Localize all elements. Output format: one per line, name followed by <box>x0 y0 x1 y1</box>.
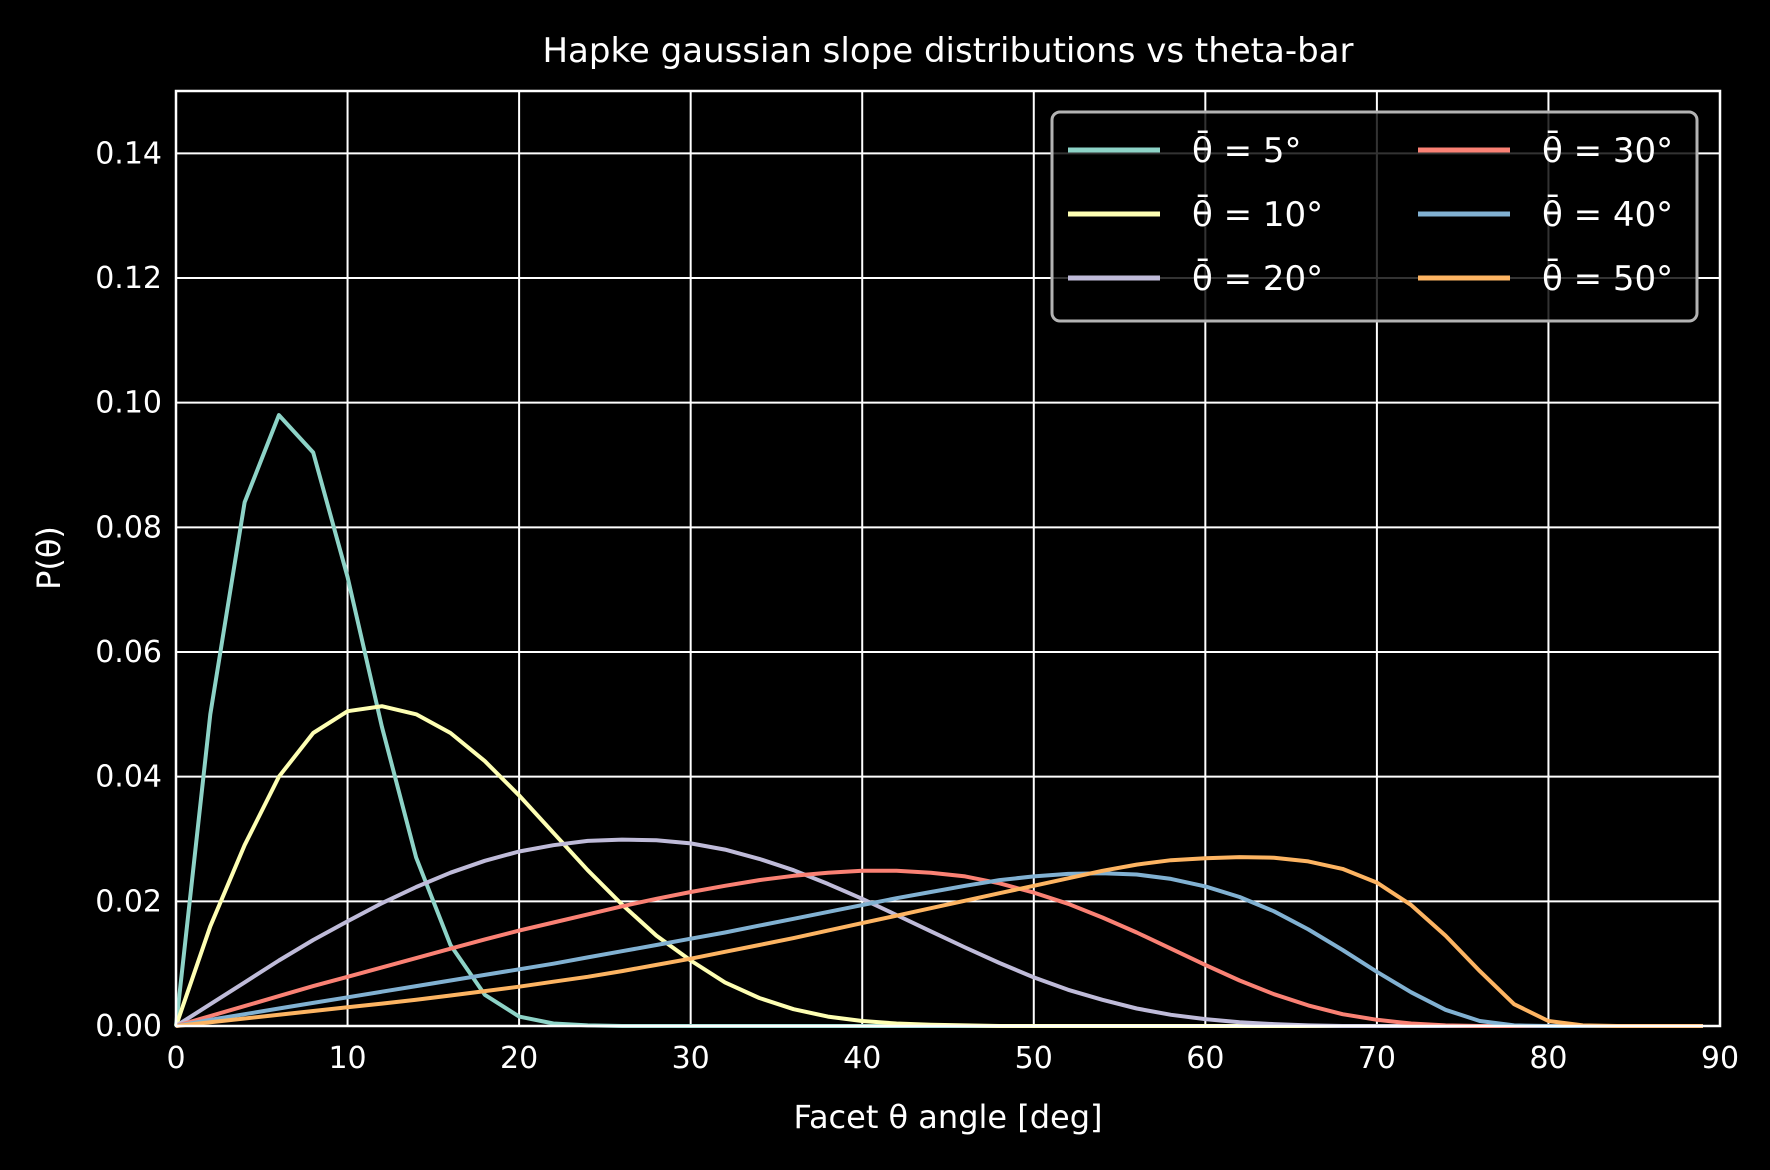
y-tick-label: 0.04 <box>95 760 162 795</box>
y-tick-label: 0.14 <box>95 136 162 171</box>
y-tick-label: 0.02 <box>95 884 162 919</box>
chart-title: Hapke gaussian slope distributions vs th… <box>542 31 1353 71</box>
x-tick-label: 90 <box>1701 1041 1739 1076</box>
series-line-5 <box>175 855 1703 1028</box>
legend-label-0: θ̄ = 5° <box>1192 130 1302 171</box>
legend: θ̄ = 5° θ̄ = 10° θ̄ = 20° θ̄ = 30° θ̄ = 40° θ… <box>1050 110 1699 323</box>
legend-label-3: θ̄ = 30° <box>1542 130 1673 171</box>
legend-label-2: θ̄ = 20° <box>1192 258 1323 299</box>
y-tick-label: 0.10 <box>95 386 162 421</box>
x-tick-label: 50 <box>1015 1041 1053 1076</box>
x-axis-label: Facet θ angle [deg] <box>793 1098 1102 1136</box>
series-line-4 <box>175 871 1703 1028</box>
y-tick-label: 0.12 <box>95 261 162 296</box>
x-tick-label: 30 <box>672 1041 710 1076</box>
x-tick-label: 20 <box>500 1041 538 1076</box>
legend-label-4: θ̄ = 40° <box>1542 194 1673 235</box>
x-axis: 0 10 20 30 40 50 60 70 80 90 <box>166 1041 1739 1076</box>
x-tick-label: 60 <box>1186 1041 1224 1076</box>
y-tick-label: 0.06 <box>95 635 162 670</box>
y-axis-label: P(θ) <box>30 526 68 590</box>
y-axis: 0.00 0.02 0.04 0.06 0.08 0.10 0.12 0.14 <box>95 136 162 1044</box>
x-tick-label: 70 <box>1358 1041 1396 1076</box>
x-tick-label: 40 <box>843 1041 881 1076</box>
y-tick-label: 0.08 <box>95 510 162 545</box>
x-tick-label: 80 <box>1529 1041 1567 1076</box>
legend-box <box>1050 110 1699 323</box>
legend-label-5: θ̄ = 50° <box>1542 258 1673 299</box>
legend-label-1: θ̄ = 10° <box>1192 194 1323 235</box>
plot-frame <box>174 89 1722 1028</box>
y-tick-label: 0.00 <box>95 1009 162 1044</box>
x-tick-label: 0 <box>166 1041 185 1076</box>
x-tick-label: 10 <box>328 1041 366 1076</box>
